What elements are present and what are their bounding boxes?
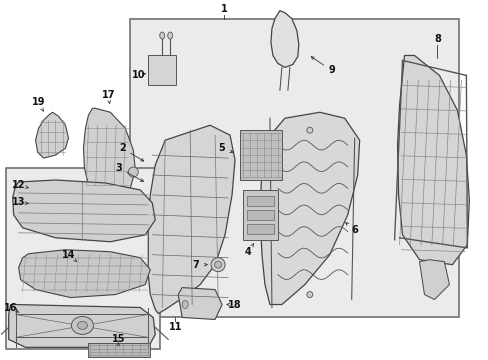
Polygon shape xyxy=(397,55,468,265)
Bar xyxy=(246,196,273,206)
Polygon shape xyxy=(148,125,235,314)
Text: 7: 7 xyxy=(192,260,199,270)
Text: 11: 11 xyxy=(168,323,182,332)
Polygon shape xyxy=(13,180,155,242)
Ellipse shape xyxy=(306,292,312,298)
Text: 18: 18 xyxy=(228,300,242,310)
Ellipse shape xyxy=(182,301,188,309)
Text: 8: 8 xyxy=(433,33,440,44)
Ellipse shape xyxy=(160,32,164,39)
Text: 1: 1 xyxy=(220,4,227,14)
Text: 16: 16 xyxy=(4,302,18,312)
Polygon shape xyxy=(36,112,68,158)
Bar xyxy=(243,190,277,240)
Ellipse shape xyxy=(71,316,93,334)
Polygon shape xyxy=(260,112,359,305)
Polygon shape xyxy=(19,250,150,298)
Polygon shape xyxy=(83,108,135,195)
Text: 5: 5 xyxy=(218,143,225,153)
Polygon shape xyxy=(178,288,222,319)
Text: 17: 17 xyxy=(102,90,115,100)
Text: 13: 13 xyxy=(12,197,25,207)
Ellipse shape xyxy=(306,127,312,133)
Ellipse shape xyxy=(128,167,138,177)
Polygon shape xyxy=(270,11,298,67)
Ellipse shape xyxy=(214,261,221,268)
Text: 10: 10 xyxy=(131,71,145,80)
Bar xyxy=(246,224,273,234)
Polygon shape xyxy=(9,305,155,347)
Polygon shape xyxy=(419,260,448,300)
Bar xyxy=(88,343,150,357)
Text: 14: 14 xyxy=(61,250,75,260)
Text: 3: 3 xyxy=(115,163,122,173)
Text: 12: 12 xyxy=(12,180,25,190)
Bar xyxy=(6,168,160,349)
Bar xyxy=(246,210,273,220)
Bar xyxy=(240,130,281,180)
Ellipse shape xyxy=(167,32,172,39)
Text: 2: 2 xyxy=(119,143,125,153)
Text: 6: 6 xyxy=(350,225,357,235)
Text: 15: 15 xyxy=(111,334,125,345)
Text: 9: 9 xyxy=(328,66,334,76)
Text: 19: 19 xyxy=(32,97,45,107)
Bar xyxy=(130,19,458,318)
Text: 4: 4 xyxy=(244,247,251,257)
Ellipse shape xyxy=(211,258,224,272)
Ellipse shape xyxy=(77,321,87,329)
Bar xyxy=(148,55,176,85)
